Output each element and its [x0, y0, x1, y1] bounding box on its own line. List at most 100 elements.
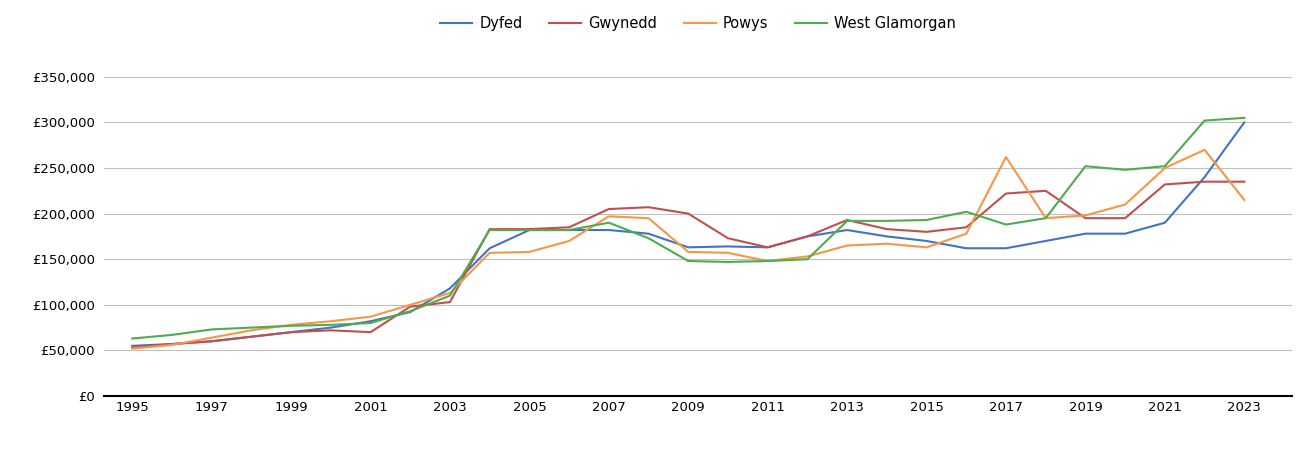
Powys	[760, 258, 775, 264]
West Glamorgan	[204, 327, 219, 332]
Powys	[680, 249, 696, 255]
Gwynedd	[998, 191, 1014, 196]
Gwynedd	[482, 226, 497, 232]
Gwynedd	[522, 226, 538, 232]
Dyfed	[561, 227, 577, 233]
Powys	[522, 249, 538, 255]
Dyfed	[760, 245, 775, 250]
Gwynedd	[641, 204, 656, 210]
Gwynedd	[164, 341, 180, 346]
Gwynedd	[1236, 179, 1251, 184]
Dyfed	[1236, 120, 1251, 125]
Gwynedd	[720, 235, 736, 241]
West Glamorgan	[680, 258, 696, 264]
Gwynedd	[442, 299, 458, 305]
Powys	[204, 335, 219, 340]
Gwynedd	[124, 345, 140, 351]
Gwynedd	[402, 304, 418, 309]
Gwynedd	[1037, 188, 1053, 194]
Dyfed	[720, 244, 736, 249]
West Glamorgan	[720, 259, 736, 265]
West Glamorgan	[124, 336, 140, 341]
Line: Gwynedd: Gwynedd	[132, 182, 1244, 348]
Powys	[124, 346, 140, 351]
Dyfed	[1078, 231, 1094, 236]
West Glamorgan	[322, 322, 338, 328]
Powys	[442, 290, 458, 296]
Powys	[1197, 147, 1212, 153]
Gwynedd	[602, 207, 617, 212]
West Glamorgan	[880, 218, 895, 224]
Dyfed	[522, 227, 538, 233]
Powys	[958, 231, 974, 236]
Powys	[561, 238, 577, 243]
Powys	[602, 214, 617, 219]
Dyfed	[839, 227, 855, 233]
West Glamorgan	[1037, 216, 1053, 221]
Powys	[1037, 216, 1053, 221]
Dyfed	[958, 246, 974, 251]
Line: West Glamorgan: West Glamorgan	[132, 118, 1244, 338]
West Glamorgan	[760, 258, 775, 264]
West Glamorgan	[641, 235, 656, 241]
Powys	[1078, 213, 1094, 218]
Powys	[482, 250, 497, 256]
Dyfed	[124, 343, 140, 349]
West Glamorgan	[602, 220, 617, 225]
West Glamorgan	[1117, 167, 1133, 172]
Legend: Dyfed, Gwynedd, Powys, West Glamorgan: Dyfed, Gwynedd, Powys, West Glamorgan	[435, 10, 962, 36]
Dyfed	[1117, 231, 1133, 236]
West Glamorgan	[363, 320, 378, 326]
West Glamorgan	[800, 256, 816, 262]
Gwynedd	[1078, 216, 1094, 221]
Gwynedd	[919, 229, 934, 234]
Gwynedd	[1197, 179, 1212, 184]
Dyfed	[919, 238, 934, 243]
West Glamorgan	[998, 222, 1014, 227]
Gwynedd	[880, 226, 895, 232]
Dyfed	[1197, 175, 1212, 180]
Powys	[363, 314, 378, 319]
Powys	[880, 241, 895, 247]
Powys	[641, 216, 656, 221]
Dyfed	[164, 341, 180, 346]
West Glamorgan	[522, 227, 538, 233]
Gwynedd	[958, 225, 974, 230]
Powys	[244, 328, 260, 333]
Dyfed	[1037, 238, 1053, 243]
Dyfed	[482, 246, 497, 251]
West Glamorgan	[1158, 163, 1173, 169]
West Glamorgan	[1197, 118, 1212, 123]
West Glamorgan	[958, 209, 974, 215]
Dyfed	[363, 319, 378, 324]
Gwynedd	[244, 334, 260, 339]
Gwynedd	[322, 328, 338, 333]
Dyfed	[1158, 220, 1173, 225]
West Glamorgan	[442, 293, 458, 298]
West Glamorgan	[1236, 115, 1251, 121]
Gwynedd	[760, 245, 775, 250]
West Glamorgan	[919, 217, 934, 223]
Powys	[283, 322, 299, 328]
Dyfed	[442, 286, 458, 291]
Dyfed	[800, 234, 816, 239]
Gwynedd	[1158, 182, 1173, 187]
Powys	[1158, 165, 1173, 171]
Powys	[998, 154, 1014, 160]
West Glamorgan	[283, 323, 299, 328]
Dyfed	[322, 325, 338, 330]
Powys	[164, 342, 180, 348]
Powys	[1117, 202, 1133, 207]
Dyfed	[244, 334, 260, 339]
Gwynedd	[204, 338, 219, 344]
Powys	[1236, 197, 1251, 202]
Dyfed	[880, 234, 895, 239]
West Glamorgan	[482, 227, 497, 233]
West Glamorgan	[1078, 163, 1094, 169]
Dyfed	[641, 231, 656, 236]
West Glamorgan	[244, 325, 260, 330]
Gwynedd	[800, 234, 816, 239]
Gwynedd	[1117, 216, 1133, 221]
Line: Dyfed: Dyfed	[132, 122, 1244, 346]
Powys	[322, 319, 338, 324]
